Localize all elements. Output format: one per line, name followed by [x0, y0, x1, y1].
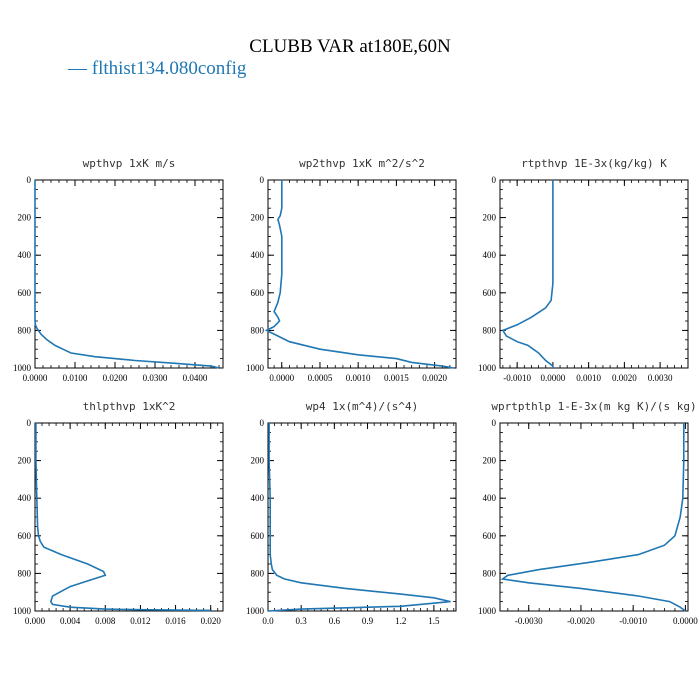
- panel-title: wp4 1x(m^4)/(s^4): [306, 400, 419, 413]
- legend: — flthist134.080config: [68, 58, 246, 80]
- x-tick-label: 0.0030: [648, 373, 673, 383]
- y-tick-label: 600: [251, 288, 265, 298]
- x-tick-label: 0.0015: [384, 373, 409, 383]
- x-tick-label: 1.2: [395, 616, 406, 626]
- y-tick-label: 400: [251, 250, 265, 260]
- series-line: [267, 423, 451, 612]
- x-tick-label: 0.0300: [143, 373, 168, 383]
- y-tick-label: 600: [18, 531, 32, 541]
- y-tick-label: 0: [27, 175, 32, 185]
- figure-title: CLUBB VAR at180E,60N: [249, 36, 451, 57]
- series-line: [500, 423, 686, 612]
- x-tick-label: 0.9: [362, 616, 374, 626]
- y-tick-label: 1000: [478, 606, 497, 616]
- y-tick-label: 200: [251, 213, 265, 223]
- series-line: [501, 180, 554, 368]
- x-tick-label: 0.6: [329, 616, 341, 626]
- x-tick-label: -0.0020: [567, 616, 595, 626]
- x-tick-label: 0.0005: [308, 373, 333, 383]
- y-tick-label: 0: [260, 175, 265, 185]
- x-tick-label: 0.0000: [673, 616, 698, 626]
- plot-frame: [267, 179, 457, 369]
- x-tick-label: 0.004: [60, 616, 81, 626]
- y-tick-label: 0: [492, 175, 497, 185]
- legend-label: flthist134.080config: [91, 58, 247, 79]
- x-tick-label: 0.0400: [183, 373, 208, 383]
- y-tick-label: 600: [251, 531, 265, 541]
- y-tick-label: 400: [18, 250, 32, 260]
- y-tick-label: 200: [18, 213, 32, 223]
- x-tick-label: 0.0010: [576, 373, 601, 383]
- x-tick-label: 0.008: [95, 616, 116, 626]
- y-tick-label: 600: [483, 288, 497, 298]
- panel-3: rtpthvp 1E-3x(kg/kg) K 0 200 400 600 800 1000-…: [478, 157, 689, 383]
- y-tick-label: 800: [483, 325, 497, 335]
- plot-frame: [267, 422, 457, 612]
- x-tick-label: 0.0100: [63, 373, 88, 383]
- y-tick-label: 1000: [13, 606, 32, 616]
- panel-title: wpthvp 1xK m/s: [83, 157, 176, 170]
- panel-title: wprtpthlp 1-E-3x(m kg K)/(s kg): [491, 400, 696, 413]
- x-tick-label: 0.0: [262, 616, 274, 626]
- y-tick-label: 800: [18, 568, 32, 578]
- y-tick-label: 800: [483, 568, 497, 578]
- series-line: [264, 180, 454, 369]
- x-tick-label: 0.0000: [541, 373, 566, 383]
- x-tick-label: 0.0020: [612, 373, 637, 383]
- x-tick-label: 1.5: [428, 616, 440, 626]
- plot-frame: [34, 179, 224, 369]
- y-tick-label: 1000: [246, 363, 265, 373]
- x-tick-label: 0.016: [165, 616, 186, 626]
- y-tick-label: 400: [251, 493, 265, 503]
- panel-title: rtpthvp 1E-3x(kg/kg) K: [521, 157, 667, 170]
- y-tick-label: 800: [18, 325, 32, 335]
- plot-frame: [499, 179, 689, 369]
- y-tick-label: 400: [483, 493, 497, 503]
- x-tick-label: 0.0200: [103, 373, 128, 383]
- x-tick-label: -0.0030: [515, 616, 543, 626]
- y-tick-label: 800: [251, 325, 265, 335]
- y-tick-label: 1000: [246, 606, 265, 616]
- x-tick-label: -0.0010: [619, 616, 647, 626]
- y-tick-label: 400: [483, 250, 497, 260]
- y-tick-label: 200: [251, 456, 265, 466]
- panel-6: wprtpthlp 1-E-3x(m kg K)/(s kg) 0 200 400 60…: [478, 400, 698, 626]
- x-tick-label: 0.0000: [269, 373, 294, 383]
- series-line: [34, 180, 220, 369]
- y-tick-label: 200: [483, 456, 497, 466]
- panel-title: wp2thvp 1xK m^2/s^2: [299, 157, 425, 170]
- x-tick-label: 0.3: [296, 616, 308, 626]
- x-tick-label: -0.0010: [503, 373, 531, 383]
- y-tick-label: 0: [492, 418, 497, 428]
- plot-frame: [34, 422, 224, 612]
- y-tick-label: 600: [18, 288, 32, 298]
- x-tick-label: 0.012: [130, 616, 150, 626]
- y-tick-label: 600: [483, 531, 497, 541]
- x-tick-label: 0.0000: [23, 373, 48, 383]
- y-tick-label: 200: [483, 213, 497, 223]
- x-tick-label: 0.0010: [346, 373, 371, 383]
- y-tick-label: 0: [27, 418, 32, 428]
- series-line: [35, 423, 211, 612]
- x-tick-label: 0.000: [25, 616, 46, 626]
- x-tick-label: 0.020: [201, 616, 222, 626]
- panel-2: wp2thvp 1xK m^2/s^2 0 200 400 600 800 1000 0.00…: [246, 157, 457, 383]
- y-tick-label: 400: [18, 493, 32, 503]
- legend-marker: —: [68, 58, 87, 79]
- y-tick-label: 1000: [478, 363, 497, 373]
- y-tick-label: 800: [251, 568, 265, 578]
- panel-title: thlpthvp 1xK^2: [83, 400, 176, 413]
- y-tick-label: 200: [18, 456, 32, 466]
- y-tick-label: 0: [260, 418, 265, 428]
- x-tick-label: 0.0020: [422, 373, 447, 383]
- y-tick-label: 1000: [13, 363, 32, 373]
